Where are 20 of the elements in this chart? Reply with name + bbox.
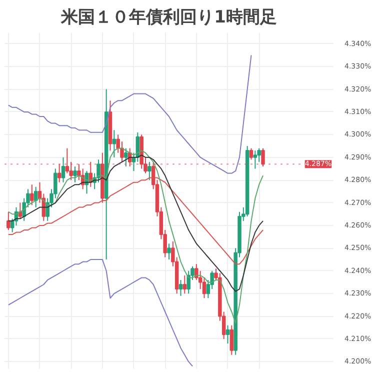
line-series [8,54,252,174]
candlestick [30,184,34,206]
candlestick [167,243,171,260]
candlestick [112,130,116,158]
candlestick [182,274,187,294]
chart-title: 米国１０年債利回り1時間足 [60,8,277,28]
candlestick [124,148,128,167]
candlestick [73,166,77,183]
candlestick [178,279,183,296]
candlestick [261,148,265,167]
candlestick [6,211,10,231]
candlestick [186,270,190,294]
line-series [8,259,193,367]
candlestick [57,164,62,183]
candlestick [253,150,258,170]
candlestick [226,324,230,344]
candlestick [230,324,234,356]
candlestick [61,156,66,183]
candlestick [249,148,254,160]
candlestick [148,161,152,181]
